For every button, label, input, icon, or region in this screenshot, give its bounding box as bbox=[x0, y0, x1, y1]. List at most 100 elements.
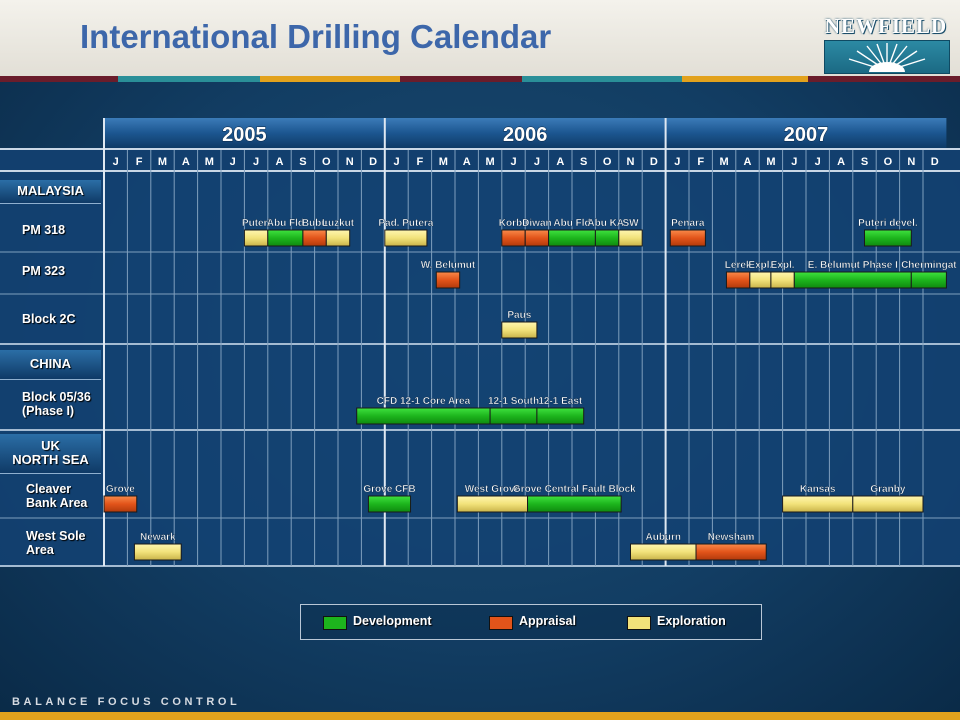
month-tick-label: S bbox=[861, 156, 868, 168]
year-label: 2006 bbox=[503, 124, 548, 146]
activity-bar bbox=[456, 495, 529, 513]
month-tick-label: M bbox=[439, 156, 448, 168]
month-tick-label: J bbox=[791, 156, 797, 168]
stripe-segment bbox=[118, 76, 260, 82]
activity-bar bbox=[770, 271, 795, 289]
month-tick-label: A bbox=[182, 156, 190, 168]
newfield-logo: NEWFIELD bbox=[822, 14, 950, 74]
activity-label: Kansas bbox=[800, 484, 836, 495]
month-tick-label: D bbox=[369, 156, 377, 168]
activity-bar bbox=[356, 407, 491, 425]
activity-label: Chermingat bbox=[901, 260, 957, 271]
month-tick-label: D bbox=[931, 156, 939, 168]
activity-bar bbox=[325, 229, 351, 247]
activity-label: Expl. bbox=[771, 260, 795, 271]
activity-label: Puteri devel. bbox=[858, 218, 918, 229]
activity-label: Bubu bbox=[302, 218, 328, 229]
month-tick-label: J bbox=[534, 156, 540, 168]
month-tick-label: A bbox=[837, 156, 845, 168]
month-tick-label: M bbox=[205, 156, 214, 168]
tagline: BALANCE FOCUS CONTROL bbox=[12, 696, 241, 708]
month-tick-label: J bbox=[230, 156, 236, 168]
activity-label: Grove bbox=[106, 484, 135, 495]
logo-text: NEWFIELD bbox=[824, 14, 948, 38]
activity-label: Korbu bbox=[499, 218, 528, 229]
activity-bar bbox=[435, 271, 461, 289]
activity-bar bbox=[594, 229, 620, 247]
activity-label: Abu Fld bbox=[267, 218, 304, 229]
row-label-pm-323: PM 323 bbox=[22, 264, 66, 278]
year-header bbox=[104, 118, 947, 148]
row-label-west-sole: West Sole Area bbox=[26, 529, 86, 557]
month-tick-label: A bbox=[556, 156, 564, 168]
activity-bar bbox=[243, 229, 269, 247]
activity-label: SW bbox=[622, 218, 639, 229]
month-tick-label: S bbox=[580, 156, 587, 168]
month-tick-label: F bbox=[417, 156, 424, 168]
activity-label: Diwan bbox=[522, 218, 551, 229]
activity-bar bbox=[367, 495, 412, 513]
activity-label: 12-1 East bbox=[538, 396, 583, 407]
activity-label: Granby bbox=[870, 484, 905, 495]
activity-label: West Grove bbox=[465, 484, 521, 495]
month-tick-label: J bbox=[510, 156, 516, 168]
legend: Development Appraisal Exploration bbox=[300, 604, 762, 640]
activity-label: E. Belumut Phase I bbox=[808, 260, 898, 271]
activity-bar bbox=[852, 495, 924, 513]
year-label: 2005 bbox=[222, 124, 267, 146]
activity-bar bbox=[793, 271, 912, 289]
title-band bbox=[0, 0, 960, 76]
month-tick-label: A bbox=[463, 156, 471, 168]
activity-bar bbox=[669, 229, 706, 247]
bottom-accent-bar bbox=[0, 712, 960, 720]
month-tick-label: J bbox=[393, 156, 399, 168]
region-china: CHINA bbox=[0, 350, 101, 380]
region-uk-north-sea: UK NORTH SEA bbox=[0, 434, 101, 474]
legend-swatch-appraisal bbox=[489, 616, 513, 630]
activity-bar bbox=[695, 543, 767, 561]
activity-bar bbox=[749, 271, 772, 289]
activity-label: Auburn bbox=[645, 532, 681, 543]
activity-bar bbox=[267, 229, 304, 247]
month-tick-label: M bbox=[486, 156, 495, 168]
row-label-cleaver-bank: Cleaver Bank Area bbox=[26, 482, 88, 510]
month-tick-label: A bbox=[276, 156, 284, 168]
month-tick-label: J bbox=[113, 156, 119, 168]
legend-label-development: Development bbox=[353, 614, 432, 628]
month-tick-label: M bbox=[766, 156, 775, 168]
sunrise-icon bbox=[848, 43, 926, 72]
activity-label: Grove Central Fault Block bbox=[513, 484, 636, 495]
activity-label: Penara bbox=[671, 218, 705, 229]
year-label: 2007 bbox=[784, 124, 829, 146]
activity-label: Pad. Putera bbox=[378, 218, 433, 229]
month-tick-label: O bbox=[603, 156, 612, 168]
activity-bar bbox=[548, 229, 596, 247]
activity-label: Luzkut bbox=[322, 218, 355, 229]
region-malaysia: MALAYSIA bbox=[0, 180, 101, 204]
month-tick-label: M bbox=[158, 156, 167, 168]
activity-label: Lerek bbox=[725, 260, 752, 271]
activity-label: Expl. bbox=[748, 260, 772, 271]
row-label-block-05-36: Block 05/36 (Phase I) bbox=[22, 390, 91, 418]
month-tick-label: N bbox=[346, 156, 354, 168]
month-tick-label: F bbox=[136, 156, 143, 168]
stripe-segment bbox=[808, 76, 960, 82]
color-stripe bbox=[0, 76, 960, 82]
activity-label: Puteri bbox=[242, 218, 271, 229]
month-tick-label: O bbox=[884, 156, 893, 168]
activity-bar bbox=[864, 229, 912, 247]
month-tick-label: J bbox=[815, 156, 821, 168]
activity-label: 12-1 South bbox=[488, 396, 539, 407]
activity-label: Grove CFB bbox=[363, 484, 415, 495]
activity-bar bbox=[536, 407, 585, 425]
activity-bar bbox=[501, 321, 538, 339]
activity-label: Newsham bbox=[708, 532, 755, 543]
legend-label-appraisal: Appraisal bbox=[519, 614, 576, 628]
activity-bar bbox=[782, 495, 854, 513]
activity-bar bbox=[133, 543, 182, 561]
stripe-segment bbox=[522, 76, 682, 82]
activity-bar bbox=[501, 229, 526, 247]
month-tick-label: J bbox=[674, 156, 680, 168]
